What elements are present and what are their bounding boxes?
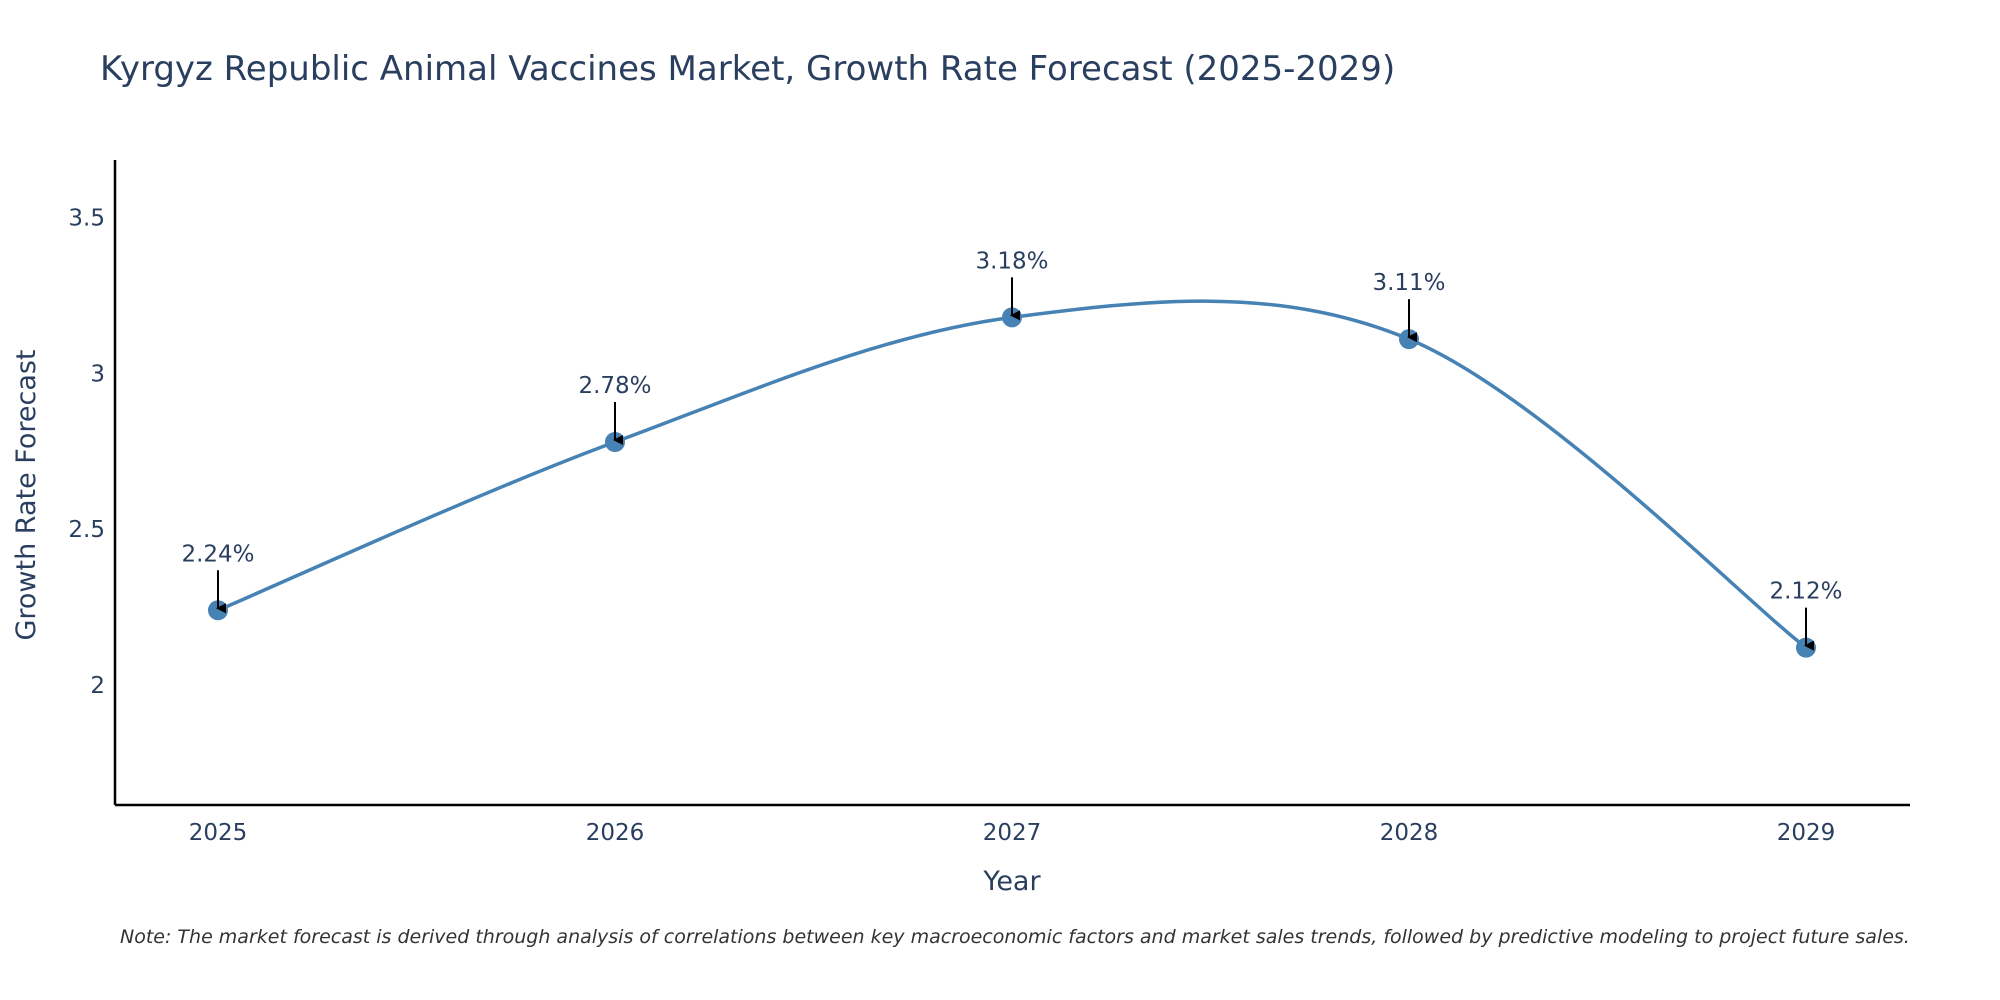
data-points: [208, 307, 1816, 658]
y-axis-title: Growth Rate Forecast: [11, 349, 42, 640]
x-tick-label: 2028: [1380, 820, 1439, 846]
x-tick-label: 2029: [1777, 820, 1836, 846]
x-tick-label: 2026: [586, 820, 645, 846]
series-line: [217, 299, 1808, 650]
x-axis-ticks: 2025 2026 2027 2028 2029: [189, 820, 1836, 846]
y-tick-label: 2.5: [68, 517, 105, 543]
chart-title: Kyrgyz Republic Animal Vaccines Market, …: [100, 49, 1395, 89]
y-tick-label: 3.5: [68, 206, 105, 232]
data-label: 2.78%: [578, 373, 651, 399]
y-tick-label: 3: [90, 361, 105, 387]
data-label: 3.11%: [1372, 270, 1445, 296]
y-axis-ticks: 2 2.5 3 3.5: [68, 206, 105, 699]
chart-note: Note: The market forecast is derived thr…: [120, 926, 1910, 948]
data-label: 2.24%: [181, 541, 254, 567]
x-axis-title: Year: [982, 866, 1041, 897]
data-label: 2.12%: [1769, 579, 1842, 605]
x-tick-label: 2025: [189, 820, 248, 846]
data-label: 3.18%: [975, 248, 1048, 274]
x-tick-label: 2027: [983, 820, 1042, 846]
data-annotations: 2.24% 2.78% 3.18% 3.11% 2.12%: [181, 248, 1843, 651]
y-tick-label: 2: [90, 673, 105, 699]
